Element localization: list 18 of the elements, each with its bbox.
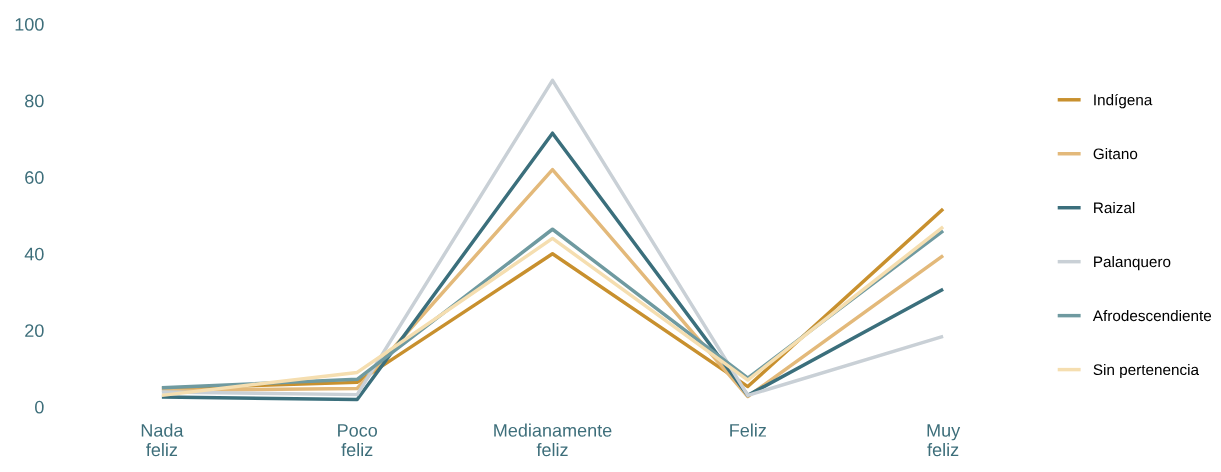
- line-series: [160, 78, 945, 398]
- legend-label: Palanquero: [1094, 255, 1171, 271]
- legend-label: Gitano: [1093, 148, 1138, 160]
- y-tick-label: 80: [25, 94, 44, 108]
- y-tick-label: 60: [25, 171, 44, 184]
- x-tick-label: Muy feliz: [927, 424, 961, 457]
- y-tick-label: 100: [15, 18, 44, 31]
- y-tick-label: 20: [25, 324, 44, 338]
- legend-label: Raizal: [1094, 201, 1135, 214]
- legend-label: Afrodescendiente: [1092, 309, 1212, 322]
- x-tick-label: Poco feliz: [338, 424, 378, 457]
- y-tick-label: 0: [35, 400, 44, 414]
- x-tick-label: Feliz: [730, 423, 766, 437]
- x-tick-label: Medianamente feliz: [494, 423, 612, 457]
- y-tick-label: 40: [24, 247, 44, 261]
- legend-label: Sin pertenencia: [1093, 363, 1200, 379]
- legend-label: Indígena: [1094, 93, 1153, 109]
- x-tick-label: Nada feliz: [141, 423, 184, 457]
